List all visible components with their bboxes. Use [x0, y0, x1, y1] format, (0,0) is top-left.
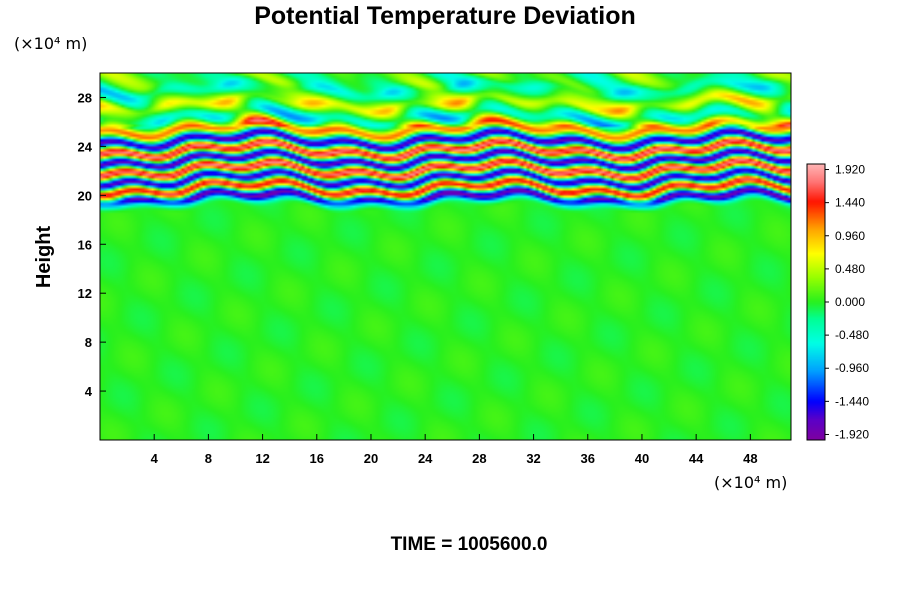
plot-area — [99, 72, 792, 441]
y-tick-label: 4 — [85, 384, 93, 399]
colorbar-tick-label: -1.440 — [835, 394, 869, 408]
heatmap-field — [100, 73, 791, 440]
colorbar-gradient — [807, 164, 825, 440]
colorbar-tick-label: -0.480 — [835, 328, 869, 342]
x-tick-label: 20 — [364, 451, 378, 466]
colorbar-tick-label: -1.920 — [835, 427, 869, 441]
y-unit-label: (×10⁴ m) — [14, 34, 87, 53]
colorbar-tick-label: 1.440 — [835, 196, 865, 210]
y-tick-label: 28 — [78, 90, 92, 105]
colorbar: 1.920 1.440 0.960 0.480 0.000 -0.480 -0.960 -1.… — [806, 163, 869, 441]
x-tick-label: 40 — [635, 451, 649, 466]
x-tick-label: 24 — [418, 451, 433, 466]
colorbar-ticks: 1.920 1.440 0.960 0.480 0.000 -0.480 -0.960 -1.… — [825, 163, 869, 441]
colorbar-tick-label: 1.920 — [835, 163, 865, 177]
x-tick-label: 32 — [526, 451, 540, 466]
x-tick-label: 48 — [743, 451, 757, 466]
time-label: TIME = 1005600.0 — [391, 534, 548, 555]
chart-title: Potential Temperature Deviation — [254, 2, 636, 30]
colorbar-tick-label: -0.960 — [835, 361, 869, 375]
plot-frame — [99, 72, 792, 441]
x-tick-label: 4 — [151, 451, 159, 466]
colorbar-tick-label: 0.000 — [835, 295, 865, 309]
x-tick-label: 16 — [310, 451, 324, 466]
y-tick-label: 20 — [78, 188, 92, 203]
x-unit-label: (×10⁴ m) — [714, 473, 787, 492]
y-axis-label: Height — [33, 226, 55, 289]
x-tick-label: 28 — [472, 451, 486, 466]
y-tick-label: 24 — [78, 139, 93, 154]
x-tick-label: 12 — [255, 451, 269, 466]
colorbar-tick-label: 0.480 — [835, 262, 865, 276]
x-tick-label: 8 — [205, 451, 212, 466]
x-axis: 4 8 12 16 20 24 28 32 36 40 44 48 — [151, 434, 758, 466]
y-tick-label: 12 — [78, 286, 92, 301]
x-tick-label: 36 — [581, 451, 595, 466]
y-tick-label: 16 — [78, 237, 92, 252]
y-tick-label: 8 — [85, 335, 92, 350]
y-axis: 4 8 12 16 20 24 28 — [78, 90, 106, 399]
x-tick-label: 44 — [689, 451, 704, 466]
colorbar-tick-label: 0.960 — [835, 229, 865, 243]
